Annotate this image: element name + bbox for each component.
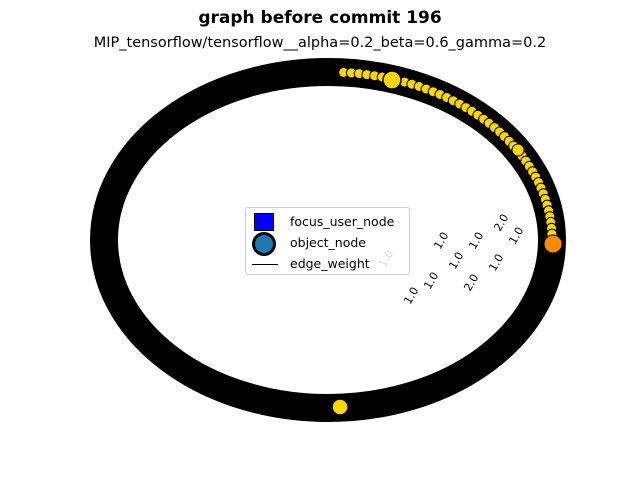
edge-label: 1.0 <box>486 252 506 274</box>
highlight-node-bottom <box>331 398 349 416</box>
edge-label: 2.0 <box>461 272 481 294</box>
edge-label: 1.0 <box>506 225 526 247</box>
circle-marker-icon <box>252 232 276 256</box>
edge-label: 1.0 <box>431 230 451 252</box>
legend-item-focus-user-node: focus_user_node <box>246 211 409 233</box>
highlight-node-right <box>543 234 563 254</box>
highlight-node-top <box>382 70 402 90</box>
legend-label: focus_user_node <box>290 214 395 229</box>
legend-label: object_node <box>290 235 366 250</box>
edge-label: 1.0 <box>466 230 486 252</box>
chart-title: graph before commit 196 <box>198 8 442 28</box>
edge-label: 2.0 <box>491 212 511 234</box>
legend-item-edge-weight: edge_weight <box>246 253 409 275</box>
edge-label: 1.0 <box>401 285 421 307</box>
edge-label: 1.0 <box>446 250 466 272</box>
legend: focus_user_node object_node edge_weight <box>245 207 410 275</box>
highlight-nodes <box>331 70 563 416</box>
legend-item-object-node: object_node <box>246 232 409 256</box>
legend-label: edge_weight <box>290 256 370 271</box>
square-marker-icon <box>254 213 274 231</box>
edge-label: 1.0 <box>421 270 441 292</box>
chart-subtitle: MIP_tensorflow/tensorflow__alpha=0.2_bet… <box>93 35 547 51</box>
line-marker-icon <box>252 264 278 265</box>
highlight-node-right-upper <box>511 143 525 157</box>
